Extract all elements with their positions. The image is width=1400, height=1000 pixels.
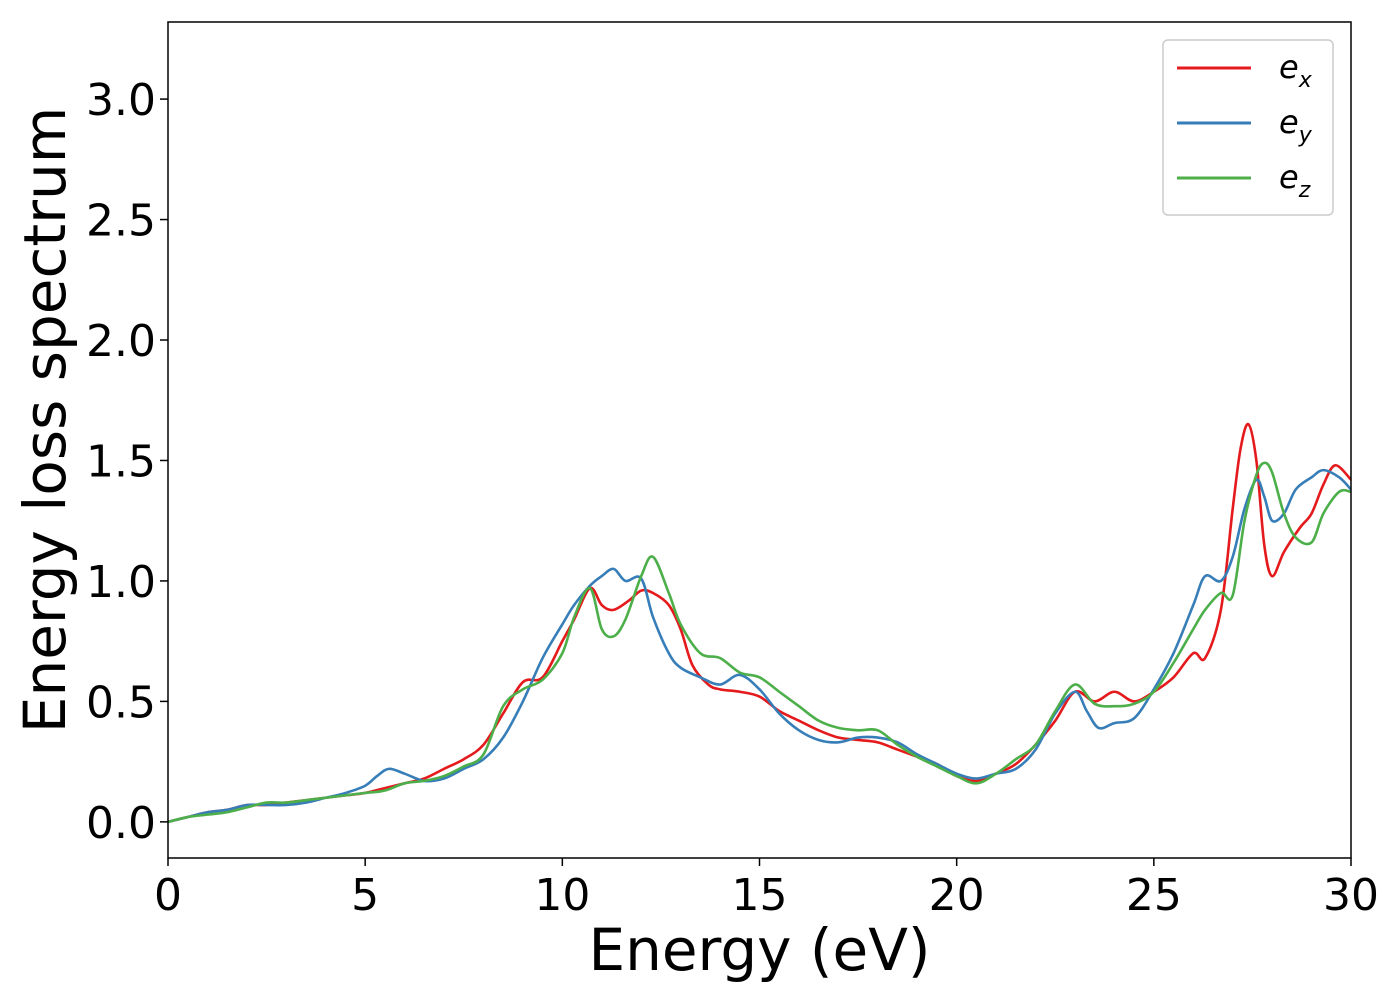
series-line-x [168,422,1351,824]
x-tick-label: 20 [929,870,985,921]
x-tick-label: 10 [534,870,590,921]
x-tick-label: 30 [1323,870,1379,921]
y-tick-label: 1.0 [86,557,156,608]
x-tick-label: 25 [1126,870,1182,921]
y-tick-label: 2.0 [86,316,156,367]
y-tick-label: 0.5 [86,677,156,728]
y-axis: 0.0 0.5 1.0 1.5 2.0 2.5 3.0 [86,75,168,849]
plot-area [168,422,1351,824]
y-tick-label: 1.5 [86,436,156,487]
legend-label-y: ey [1279,103,1313,148]
series-line-y [168,468,1351,824]
legend: ex ey ez [1162,39,1334,216]
x-axis-title: Energy (eV) [588,916,930,984]
legend-label-z: ez [1279,158,1311,203]
y-tick-label: 0.0 [86,798,156,849]
y-tick-label: 3.0 [86,75,156,126]
legend-label-x: ex [1279,48,1313,93]
x-tick-label: 5 [351,870,379,921]
y-tick-label: 2.5 [86,196,156,247]
x-tick-label: 0 [154,870,182,921]
y-axis-title: Energy loss spectrum [11,107,79,733]
x-tick-label: 15 [732,870,788,921]
legend-box [1162,39,1334,216]
series-line-z [168,461,1351,824]
x-axis: 0 5 10 15 20 25 30 [154,858,1379,921]
